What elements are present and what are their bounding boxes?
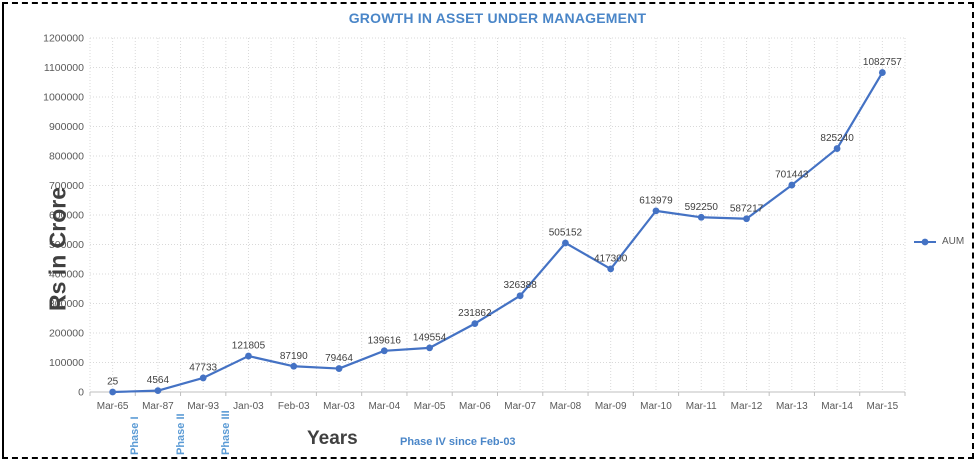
phase3-label: Phase III xyxy=(220,410,232,455)
data-label: 701443 xyxy=(775,170,809,181)
data-label: 87190 xyxy=(280,351,308,362)
x-tick-label: Mar-03 xyxy=(323,401,355,412)
x-tick-label: Jan-03 xyxy=(233,401,264,412)
legend-label: AUM xyxy=(942,236,965,247)
data-point xyxy=(607,265,615,273)
legend-dot xyxy=(921,238,929,245)
data-point xyxy=(290,362,298,370)
x-tick-label: Mar-87 xyxy=(142,401,174,412)
y-tick-label: 1200000 xyxy=(43,33,84,45)
data-label: 326388 xyxy=(503,280,537,291)
x-tick-label: Mar-93 xyxy=(187,401,219,412)
x-axis xyxy=(89,391,906,396)
data-label: 4564 xyxy=(147,375,170,386)
data-label: 1082757 xyxy=(863,57,902,68)
data-label: 417300 xyxy=(594,253,628,264)
data-label: 121805 xyxy=(232,341,266,352)
data-label: 25 xyxy=(107,376,119,387)
series-line xyxy=(111,71,884,394)
data-label: 505152 xyxy=(549,227,583,238)
data-point xyxy=(743,215,750,223)
data-point xyxy=(380,347,388,355)
data-point xyxy=(516,292,524,300)
data-label: 825240 xyxy=(820,133,854,144)
data-label: 79464 xyxy=(325,353,353,364)
x-tick-label: Mar-08 xyxy=(550,401,582,412)
x-tick-label: Mar-09 xyxy=(595,401,627,412)
phase2-label: Phase II xyxy=(175,413,187,455)
data-point xyxy=(878,69,886,76)
x-tick-label: Mar-06 xyxy=(459,401,491,412)
y-tick-label: 900000 xyxy=(49,121,84,133)
y-tick-label: 1100000 xyxy=(44,62,84,74)
series-aum: 25 4564 47733 121805 87190 79464 139616 149554 2… xyxy=(107,57,902,396)
x-tick-labels: Mar-65 Mar-87 Mar-93 Jan-03 Feb-03 Mar-03 Mar-… xyxy=(97,401,899,412)
x-tick-label: Mar-07 xyxy=(504,401,536,412)
data-point xyxy=(109,388,117,396)
data-label: 139616 xyxy=(368,335,402,346)
data-label: 149554 xyxy=(413,332,447,343)
y-tick-label: 1000000 xyxy=(43,92,84,104)
x-tick-label: Feb-03 xyxy=(278,401,310,412)
y-tick-label: 100000 xyxy=(49,357,84,369)
data-label: 613979 xyxy=(639,195,673,206)
data-point xyxy=(833,145,841,152)
phase4-note: Phase IV since Feb-03 xyxy=(400,436,516,448)
data-label: 592250 xyxy=(685,202,719,213)
y-tick-label: 800000 xyxy=(49,151,84,163)
data-point xyxy=(426,344,433,352)
vertical-gridlines xyxy=(89,38,906,392)
x-tick-label: Mar-05 xyxy=(414,401,446,412)
phase1-label: Phase I xyxy=(129,416,141,455)
horizontal-gridlines xyxy=(90,37,905,363)
x-tick-label: Mar-14 xyxy=(821,401,853,412)
data-point xyxy=(697,213,705,221)
data-label: 231862 xyxy=(458,308,492,319)
x-tick-label: Mar-65 xyxy=(97,401,129,412)
data-point xyxy=(154,387,162,395)
data-point xyxy=(788,181,796,189)
legend: AUM xyxy=(914,236,964,247)
x-axis-title: Years xyxy=(307,428,358,449)
x-tick-label: Mar-13 xyxy=(776,401,808,412)
data-label: 587217 xyxy=(730,203,764,214)
y-tick-label: 0 xyxy=(78,387,84,399)
x-tick-label: Mar-15 xyxy=(867,401,899,412)
data-point xyxy=(199,374,207,382)
x-tick-label: Mar-10 xyxy=(640,401,672,412)
chart-title: GROWTH IN ASSET UNDER MANAGEMENT xyxy=(348,10,647,26)
data-point xyxy=(335,365,343,372)
data-label: 47733 xyxy=(189,362,217,373)
x-tick-label: Mar-11 xyxy=(686,401,717,412)
y-axis-title: Rs in Crore xyxy=(44,187,71,311)
data-point xyxy=(652,207,660,215)
data-point xyxy=(245,352,252,360)
x-tick-label: Mar-12 xyxy=(731,401,763,412)
legend-marker-icon xyxy=(914,238,936,245)
x-tick-label: Mar-04 xyxy=(368,401,400,412)
data-point xyxy=(471,320,479,328)
data-point xyxy=(562,239,569,247)
y-tick-label: 200000 xyxy=(49,328,84,340)
